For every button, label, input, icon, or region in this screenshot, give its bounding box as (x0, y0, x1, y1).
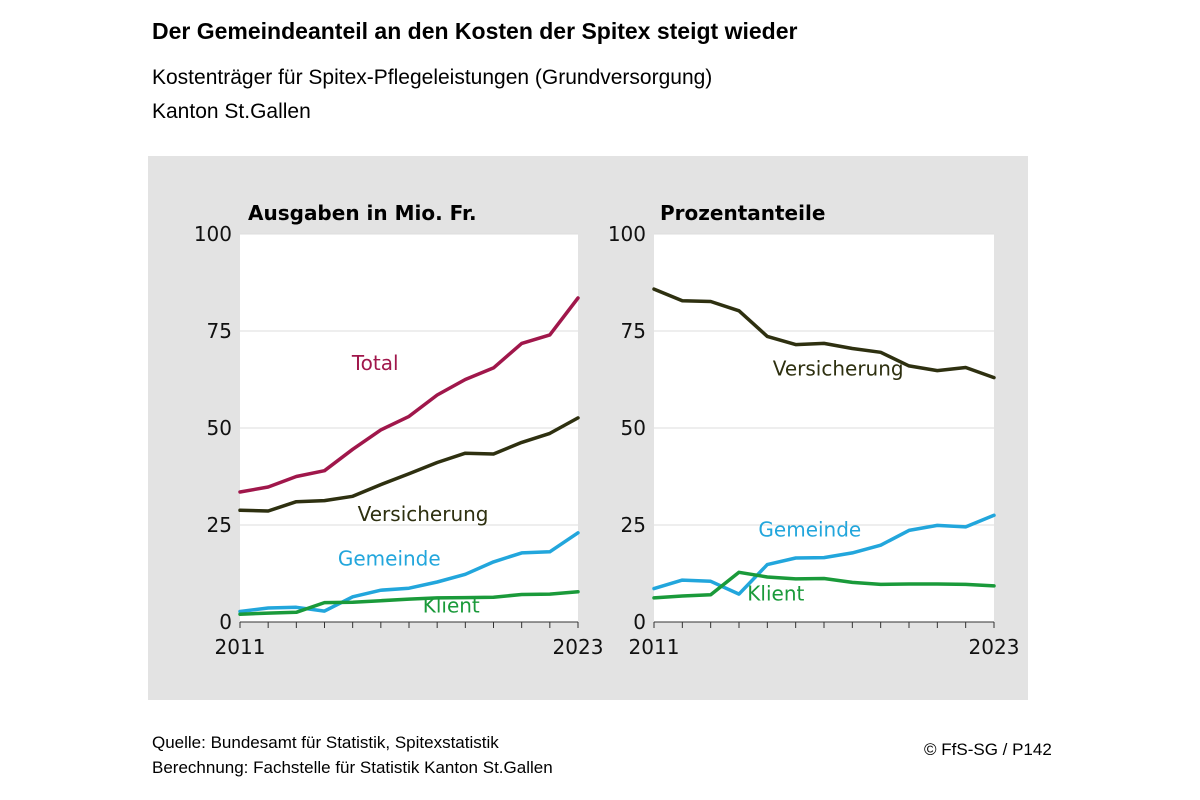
chart-title: Der Gemeindeanteil an den Kosten der Spi… (152, 18, 798, 44)
copyright: © FfS-SG / P142 (924, 740, 1052, 759)
y-tick-label: 50 (621, 416, 646, 440)
series-label-versicherung: Versicherung (773, 357, 904, 381)
source-text: Quelle: Bundesamt für Statistik, Spitexs… (152, 733, 499, 752)
chart-area: Ausgaben in Mio. Fr. 0 25 50 75 100 2011 2023 To… (194, 201, 1020, 659)
y-tick-label: 25 (621, 513, 646, 537)
y-tick-label: 100 (194, 222, 232, 246)
x-tick-label: 2011 (629, 635, 680, 659)
series-label-klient: Klient (747, 582, 804, 606)
series-line-versicherung (652, 287, 996, 380)
series-label-gemeinde: Gemeinde (758, 518, 861, 542)
panel-1: Ausgaben in Mio. Fr. 0 25 50 75 100 2011 2023 To… (194, 201, 604, 659)
chart-subtitle: Kostenträger für Spitex-Pflegeleistungen… (152, 66, 713, 89)
series-label-gemeinde: Gemeinde (338, 547, 441, 571)
calc-text: Berechnung: Fachstelle für Statistik Kan… (152, 758, 553, 777)
series-line-gemeinde (652, 513, 996, 596)
y-tick-label: 100 (608, 222, 646, 246)
x-tick-label: 2011 (215, 635, 266, 659)
y-tick-label: 25 (207, 513, 232, 537)
series-label-klient: Klient (423, 593, 480, 617)
series-line-total (238, 296, 580, 494)
y-tick-label: 0 (633, 610, 646, 634)
x-tick-label: 2023 (553, 635, 604, 659)
panel-2: Prozentanteile 0 25 50 75 100 2011 2023 Versiche… (608, 201, 1020, 659)
source-note: Quelle: Bundesamt für Statistik, Spitexs… (152, 730, 553, 780)
panel-title: Ausgaben in Mio. Fr. (248, 201, 477, 225)
y-tick-label: 50 (207, 416, 232, 440)
series-line-klient (238, 589, 580, 616)
series-line-gemeinde (238, 531, 580, 614)
y-tick-label: 0 (219, 610, 232, 634)
series-label-versicherung: Versicherung (358, 502, 489, 526)
y-tick-label: 75 (621, 319, 646, 343)
series-label-total: Total (351, 351, 399, 375)
panel-title: Prozentanteile (660, 201, 825, 225)
x-tick-label: 2023 (969, 635, 1020, 659)
series-line-versicherung (238, 416, 580, 513)
chart-region: Kanton St.Gallen (152, 100, 311, 123)
y-tick-label: 75 (207, 319, 232, 343)
series-line-klient (652, 570, 996, 600)
